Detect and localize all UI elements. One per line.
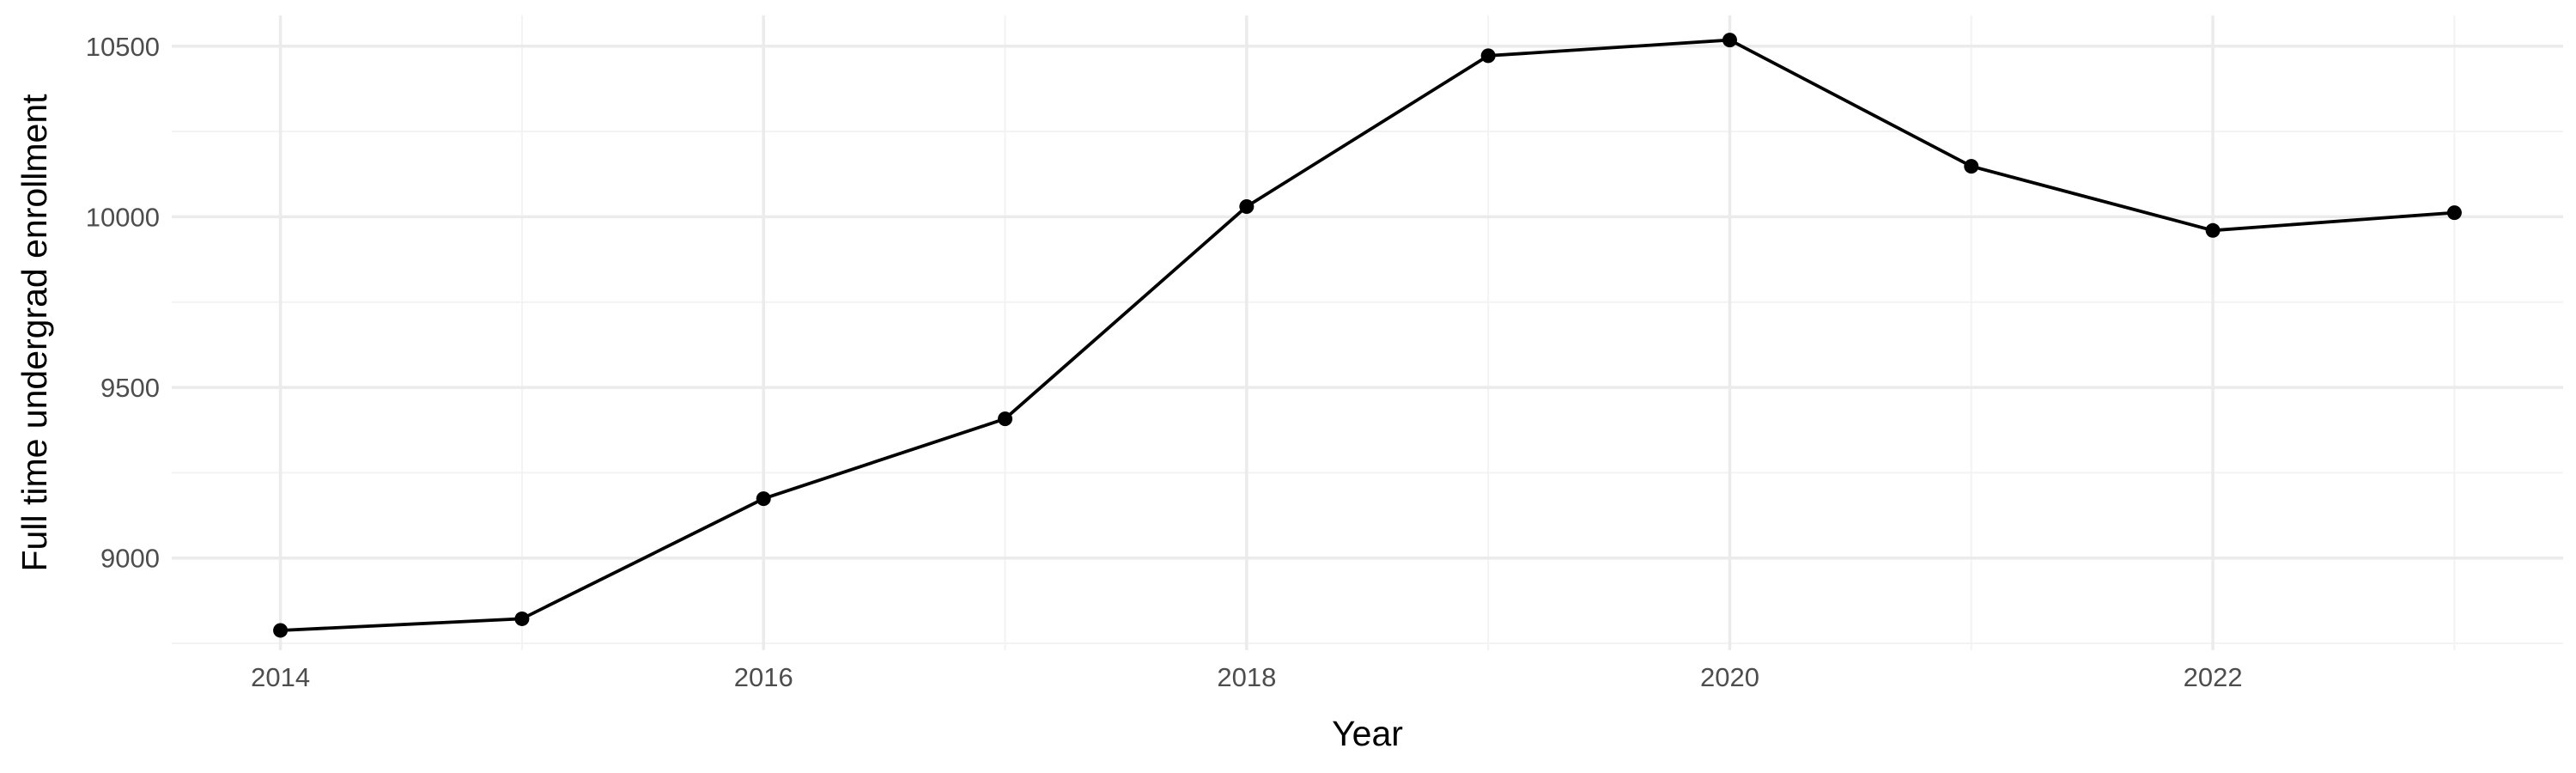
x-tick-label: 2014 bbox=[251, 662, 310, 692]
data-point bbox=[2446, 205, 2462, 221]
data-point bbox=[514, 611, 530, 626]
data-point bbox=[1480, 48, 1496, 64]
data-points bbox=[273, 33, 2462, 638]
series-line bbox=[280, 38, 2455, 632]
data-point bbox=[756, 491, 771, 507]
data-point bbox=[1239, 198, 1255, 214]
y-axis-tick-labels: 9000 9500 10000 10500 bbox=[86, 32, 160, 574]
y-tick-label: 9000 bbox=[100, 544, 160, 574]
x-axis-title: Year bbox=[1332, 714, 1403, 753]
x-tick-label: 2016 bbox=[734, 662, 793, 692]
data-point bbox=[1964, 159, 1979, 174]
data-point bbox=[1722, 33, 1737, 48]
y-tick-label: 10000 bbox=[86, 202, 160, 232]
series-line-group bbox=[280, 38, 2455, 632]
x-axis-tick-labels: 2014 2016 2018 2020 2022 bbox=[251, 662, 2242, 692]
data-point bbox=[273, 623, 289, 638]
data-point bbox=[2205, 222, 2221, 238]
x-tick-label: 2022 bbox=[2184, 662, 2243, 692]
x-tick-label: 2018 bbox=[1217, 662, 1276, 692]
y-tick-label: 9500 bbox=[100, 373, 160, 403]
minor-gridlines bbox=[172, 15, 2563, 650]
x-tick-label: 2020 bbox=[1700, 662, 1759, 692]
data-point bbox=[998, 411, 1013, 427]
y-tick-label: 10500 bbox=[86, 32, 160, 62]
major-gridlines bbox=[172, 15, 2563, 650]
y-axis-title: Full time undergrad enrollment bbox=[15, 94, 54, 572]
